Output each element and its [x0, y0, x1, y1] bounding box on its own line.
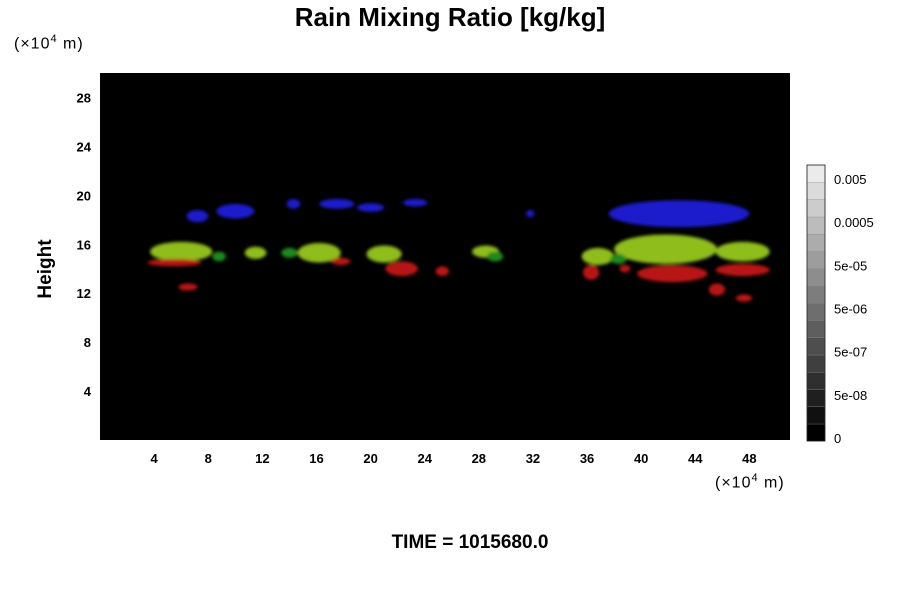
- data-region-18: [486, 251, 504, 262]
- colorbar-segment-13: [806, 199, 826, 218]
- colorbar-segment-6: [806, 320, 826, 338]
- data-region-5: [403, 199, 428, 207]
- data-region-3: [319, 199, 355, 209]
- x-tick-label-4: 4: [151, 451, 159, 466]
- data-regions: [147, 199, 770, 302]
- data-region-13: [581, 247, 615, 266]
- y-tick-label-16: 16: [77, 237, 91, 252]
- data-region-29: [708, 283, 726, 296]
- data-region-1: [216, 203, 255, 219]
- colorbar-segment-11: [806, 233, 826, 252]
- x-unit-prefix: (×10: [715, 474, 752, 492]
- data-region-30: [735, 294, 753, 302]
- x-tick-label-20: 20: [363, 451, 377, 466]
- colorbar-label-6: 0: [834, 431, 841, 446]
- colorbar-label-5: 5e-08: [834, 388, 867, 403]
- y-unit-exponent: 4: [50, 33, 58, 45]
- data-region-23: [385, 261, 418, 277]
- y-tick-label-8: 8: [84, 335, 91, 350]
- colorbar-label-0: 0.005: [834, 172, 867, 187]
- y-tick-label-24: 24: [77, 139, 92, 154]
- x-tick-label-40: 40: [634, 451, 648, 466]
- colorbar-segment-4: [806, 354, 826, 373]
- x-tick-label-48: 48: [742, 451, 756, 466]
- colorbar-segment-15: [806, 164, 826, 183]
- x-tick-label-12: 12: [255, 451, 269, 466]
- colorbar: 0.005 0.0005 5e-05 5e-06 5e-07 5e-08 0: [806, 164, 874, 446]
- y-axis-unit: (×104 m): [14, 33, 84, 53]
- x-tick-label-16: 16: [309, 451, 323, 466]
- data-region-26: [619, 265, 631, 273]
- data-region-27: [637, 265, 708, 283]
- y-unit-suffix: m): [57, 35, 84, 53]
- colorbar-label-4: 5e-07: [834, 345, 867, 360]
- data-region-6: [526, 210, 535, 218]
- colorbar-label-2: 5e-05: [834, 258, 867, 273]
- data-region-0: [186, 210, 209, 223]
- data-region-20: [147, 258, 202, 267]
- colorbar-label-1: 0.0005: [834, 215, 874, 230]
- data-region-14: [614, 234, 717, 264]
- colorbar-segment-9: [806, 268, 826, 287]
- data-region-19: [610, 254, 627, 264]
- x-tick-label-8: 8: [205, 451, 212, 466]
- colorbar-segment-7: [806, 302, 826, 321]
- colorbar-label-3: 5e-06: [834, 302, 867, 317]
- y-tick-label-20: 20: [77, 188, 91, 203]
- data-region-4: [357, 203, 385, 212]
- data-region-25: [583, 265, 600, 280]
- data-region-9: [244, 246, 267, 259]
- colorbar-segment-10: [806, 251, 826, 269]
- x-tick-label-24: 24: [417, 451, 432, 466]
- y-unit-prefix: (×10: [14, 35, 51, 53]
- y-tick-label-12: 12: [77, 286, 91, 301]
- colorbar-segment-0: [806, 423, 826, 442]
- time-label: TIME = 1015680.0: [391, 532, 549, 553]
- y-tick-label-28: 28: [77, 90, 91, 105]
- colorbar-segment-14: [806, 182, 826, 200]
- x-unit-suffix: m): [758, 474, 785, 492]
- data-region-24: [435, 266, 450, 277]
- data-region-10: [297, 243, 341, 263]
- colorbar-segment-1: [806, 406, 826, 425]
- data-region-8: [150, 241, 213, 262]
- chart-title: Rain Mixing Ratio [kg/kg]: [294, 2, 606, 32]
- data-region-16: [212, 251, 226, 262]
- colorbar-segment-3: [806, 371, 826, 390]
- x-tick-label-28: 28: [472, 451, 486, 466]
- x-unit-exponent: 4: [751, 472, 759, 484]
- colorbar-segment-8: [806, 285, 826, 304]
- data-region-11: [366, 245, 402, 263]
- colorbar-segment-2: [806, 389, 826, 407]
- data-region-17: [281, 247, 298, 258]
- x-tick-label-36: 36: [580, 451, 594, 466]
- x-axis-unit: (×104 m): [715, 472, 785, 492]
- x-tick-label-44: 44: [688, 451, 703, 466]
- colorbar-frame: [806, 164, 826, 442]
- x-tick-label-32: 32: [526, 451, 540, 466]
- data-region-2: [286, 199, 301, 209]
- data-region-22: [331, 257, 351, 266]
- y-tick-label-4: 4: [84, 384, 92, 399]
- data-region-21: [178, 283, 198, 291]
- data-region-15: [715, 241, 770, 262]
- colorbar-segment-12: [806, 216, 826, 235]
- data-region-28: [715, 263, 770, 277]
- colorbar-segment-5: [806, 337, 826, 356]
- data-region-7: [608, 200, 750, 228]
